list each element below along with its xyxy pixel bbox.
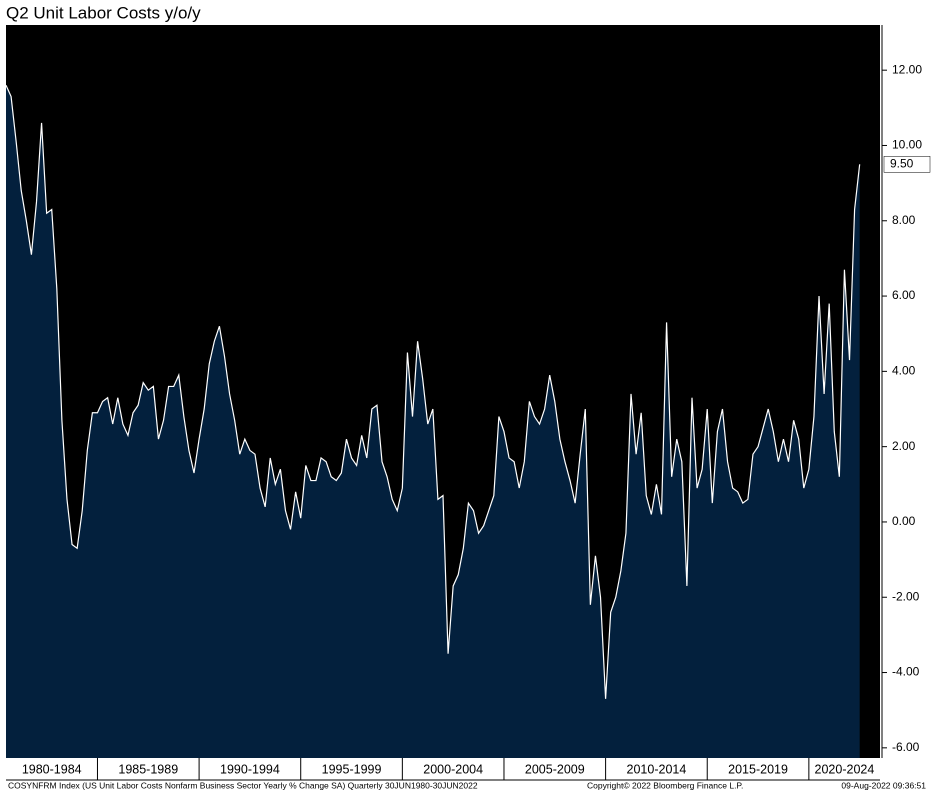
y-tick-label: -6.00: [892, 740, 920, 754]
footer-source: COSYNFRM Index (US Unit Labor Costs Nonf…: [8, 780, 478, 790]
y-tick-label: 2.00: [892, 439, 916, 453]
y-tick-label: -2.00: [892, 589, 920, 603]
y-tick-label: 0.00: [892, 514, 916, 528]
value-label-box: [883, 156, 931, 173]
x-tick-label: 2010-2014: [627, 762, 687, 776]
series-line: [5, 84, 861, 699]
y-tick-label: 12.00: [892, 62, 922, 76]
x-tick-label: 1980-1984: [22, 762, 82, 776]
footer-timestamp: 09-Aug-2022 09:36:51: [841, 780, 926, 790]
y-tick-label: 10.00: [892, 138, 922, 152]
area-fill: [6, 85, 860, 759]
y-tick-label: -4.00: [892, 665, 920, 679]
x-tick-label: 1990-1994: [220, 762, 280, 776]
footer-copyright: Copyright© 2022 Bloomberg Finance L.P.: [587, 780, 743, 790]
y-tick-label: 4.00: [892, 364, 916, 378]
x-tick-label: 1995-1999: [322, 762, 382, 776]
chart-title: Q2 Unit Labor Costs y/o/y: [6, 3, 201, 22]
y-tick-label: 6.00: [892, 288, 916, 302]
value-label: 9.50: [890, 156, 914, 170]
x-tick-label: 2005-2009: [525, 762, 585, 776]
x-tick-label: 1985-1989: [118, 762, 178, 776]
x-tick-label: 2020-2024: [815, 762, 875, 776]
x-tick-label: 2000-2004: [423, 762, 483, 776]
x-tick-label: 2015-2019: [728, 762, 788, 776]
y-tick-label: 8.00: [892, 213, 916, 227]
